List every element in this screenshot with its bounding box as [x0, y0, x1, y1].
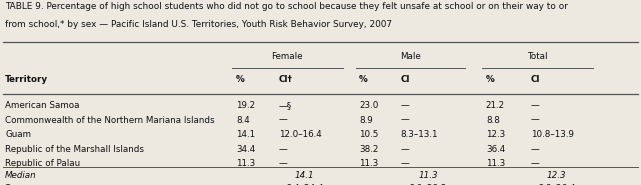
Text: %: %: [486, 75, 495, 84]
Text: 19.2: 19.2: [236, 101, 255, 110]
Text: —: —: [531, 101, 540, 110]
Text: 8.3–13.1: 8.3–13.1: [401, 130, 438, 139]
Text: —: —: [279, 145, 288, 154]
Text: Republic of the Marshall Islands: Republic of the Marshall Islands: [5, 145, 144, 154]
Text: Median: Median: [5, 171, 37, 180]
Text: 38.2: 38.2: [359, 145, 378, 154]
Text: —: —: [401, 145, 410, 154]
Text: 11.3: 11.3: [236, 159, 255, 169]
Text: —: —: [279, 159, 288, 169]
Text: 8.9–38.2: 8.9–38.2: [409, 184, 447, 185]
Text: Commonwealth of the Northern Mariana Islands: Commonwealth of the Northern Mariana Isl…: [5, 116, 215, 125]
Text: Territory: Territory: [5, 75, 48, 84]
Text: American Samoa: American Samoa: [5, 101, 79, 110]
Text: Range: Range: [5, 184, 33, 185]
Text: 12.3: 12.3: [486, 130, 505, 139]
Text: 14.1: 14.1: [236, 130, 255, 139]
Text: 21.2: 21.2: [486, 101, 505, 110]
Text: Male: Male: [400, 52, 420, 61]
Text: 8.4: 8.4: [236, 116, 249, 125]
Text: %: %: [236, 75, 245, 84]
Text: —: —: [531, 159, 540, 169]
Text: CI: CI: [401, 75, 410, 84]
Text: —§: —§: [279, 101, 292, 110]
Text: 36.4: 36.4: [486, 145, 505, 154]
Text: 11.3: 11.3: [419, 171, 438, 180]
Text: Guam: Guam: [5, 130, 31, 139]
Text: Female: Female: [271, 52, 303, 61]
Text: CI†: CI†: [279, 75, 293, 84]
Text: 14.1: 14.1: [295, 171, 314, 180]
Text: 12.0–16.4: 12.0–16.4: [279, 130, 322, 139]
Text: %: %: [359, 75, 368, 84]
Text: 8.8–36.4: 8.8–36.4: [537, 184, 576, 185]
Text: 10.8–13.9: 10.8–13.9: [531, 130, 574, 139]
Text: 11.3: 11.3: [486, 159, 505, 169]
Text: 10.5: 10.5: [359, 130, 378, 139]
Text: 34.4: 34.4: [236, 145, 255, 154]
Text: —: —: [531, 116, 540, 125]
Text: 11.3: 11.3: [359, 159, 378, 169]
Text: 8.9: 8.9: [359, 116, 372, 125]
Text: 12.3: 12.3: [547, 171, 566, 180]
Text: —: —: [279, 116, 288, 125]
Text: —: —: [401, 116, 410, 125]
Text: 23.0: 23.0: [359, 101, 378, 110]
Text: —: —: [531, 145, 540, 154]
Text: Republic of Palau: Republic of Palau: [5, 159, 80, 169]
Text: —: —: [401, 159, 410, 169]
Text: Total: Total: [527, 52, 547, 61]
Text: 8.8: 8.8: [486, 116, 500, 125]
Text: TABLE 9. Percentage of high school students who did not go to school because the: TABLE 9. Percentage of high school stude…: [5, 2, 568, 11]
Text: from school,* by sex — Pacific Island U.S. Territories, Youth Risk Behavior Surv: from school,* by sex — Pacific Island U.…: [5, 20, 392, 29]
Text: —: —: [401, 101, 410, 110]
Text: 8.4–34.4: 8.4–34.4: [285, 184, 324, 185]
Text: CI: CI: [531, 75, 540, 84]
